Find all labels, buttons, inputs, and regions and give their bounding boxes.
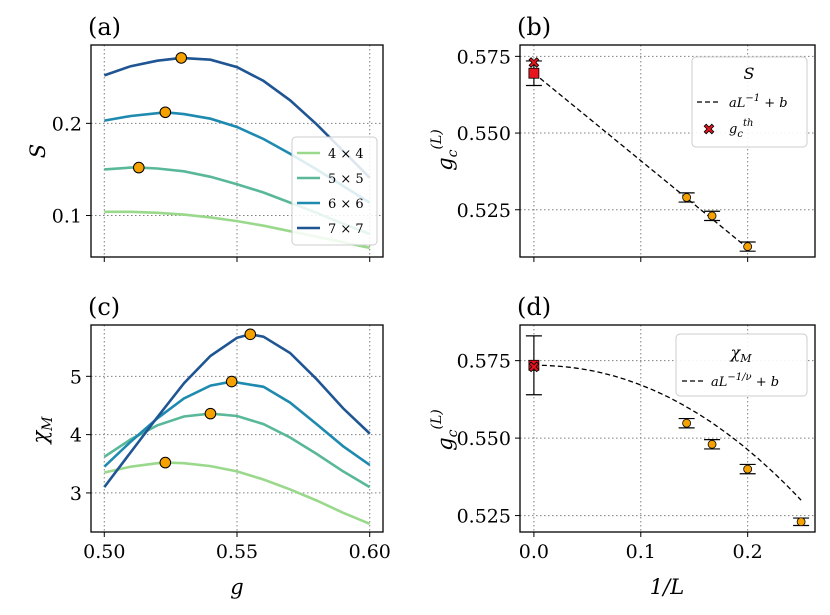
- x-axis-label: g: [230, 575, 243, 599]
- tick-label-x: 0.60: [349, 541, 391, 563]
- data-point: [682, 418, 692, 428]
- panel-label: (d): [517, 293, 551, 321]
- y-axis-label: S: [26, 144, 50, 158]
- tick-label-y: 0.1: [52, 206, 82, 228]
- series-line-7x7: [103, 56, 371, 179]
- plot-frame: [519, 44, 816, 258]
- peak-marker: [159, 456, 172, 469]
- peak-marker: [225, 375, 238, 388]
- legend-entry: 4 × 4: [328, 147, 364, 162]
- series-line-4x4: [104, 461, 371, 526]
- tick-label-y: 0.550: [457, 123, 511, 145]
- tick-label-x: 0.50: [83, 541, 125, 563]
- legend-box: [691, 56, 808, 148]
- peak-marker: [204, 407, 217, 420]
- data-point: [743, 242, 753, 251]
- tick-label-y: 5: [70, 366, 82, 388]
- tick-label-y: 0.575: [457, 46, 511, 68]
- data-point: [796, 517, 806, 527]
- tick-label-x: 0.2: [733, 541, 763, 563]
- theory-marker: [528, 361, 540, 373]
- plot-frame: [90, 44, 384, 258]
- legend: 4 × 4 5 × 5 6 × 6 7 × 7: [291, 136, 378, 246]
- legend-entry: 5 × 5: [328, 172, 364, 187]
- legend-box: [291, 136, 378, 246]
- tick-label-y: 0.2: [52, 113, 82, 135]
- panel-label: (c): [88, 293, 120, 321]
- tick-label-y: 0.550: [457, 428, 511, 450]
- panel-a: 0.1 0.2 (a) S 4 × 4 5 × 5 6 × 6 7 × 7: [26, 13, 384, 262]
- panel-c: 0.50 0.55 0.60 3 4 5 (c) χM g: [28, 293, 391, 599]
- data-point: [682, 193, 692, 202]
- series-line-7x7: [103, 332, 371, 488]
- x-axis-label: 1/L: [650, 575, 684, 599]
- tick-label-x: 0.1: [626, 541, 656, 563]
- peak-marker: [244, 328, 257, 341]
- panel-label: (a): [88, 13, 121, 41]
- tick-label-y: 0.525: [457, 506, 511, 528]
- panel-d: 0.0 0.1 0.2 0.525 0.550 0.575 (d) gc(L) 1/L χMaL−…: [429, 293, 816, 599]
- tick-label-x: 0.0: [519, 541, 549, 563]
- data-point: [743, 464, 753, 474]
- y-axis-label: gc(L): [429, 409, 461, 451]
- legend-entry-fit: aL−1 + b: [729, 93, 788, 111]
- data-point: [707, 439, 717, 449]
- panel-label: (b): [517, 13, 551, 41]
- legend-box: [675, 333, 808, 397]
- fit-curve: [533, 364, 802, 501]
- peak-marker: [132, 161, 145, 174]
- extrapolated-point: [528, 67, 540, 79]
- legend-title: S: [744, 64, 755, 83]
- fit-line: [533, 72, 749, 249]
- tick-label-x: 0.55: [216, 541, 258, 563]
- peak-marker: [159, 106, 172, 119]
- tick-label-y: 3: [70, 483, 82, 505]
- plot-frame: [519, 324, 816, 533]
- peak-marker: [175, 52, 188, 64]
- plot-frame: [90, 324, 384, 533]
- tick-label-y: 4: [70, 425, 82, 447]
- data-point: [707, 211, 717, 221]
- y-axis-label: χM: [28, 416, 56, 446]
- legend-entry: 7 × 7: [328, 222, 364, 237]
- legend-entry: 6 × 6: [328, 197, 364, 212]
- legend-swatch-theory: [703, 123, 715, 135]
- theory-marker: [528, 57, 540, 68]
- tick-label-y: 0.525: [457, 200, 511, 222]
- tick-label-y: 0.575: [457, 351, 511, 373]
